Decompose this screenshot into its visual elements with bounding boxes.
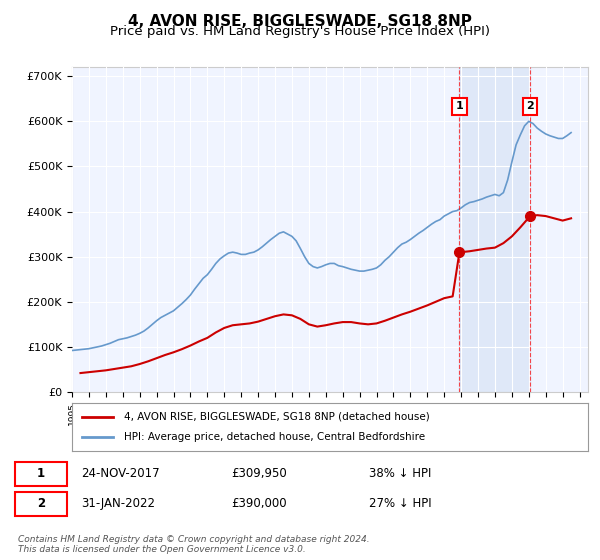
FancyBboxPatch shape bbox=[15, 462, 67, 486]
Text: 4, AVON RISE, BIGGLESWADE, SG18 8NP: 4, AVON RISE, BIGGLESWADE, SG18 8NP bbox=[128, 14, 472, 29]
Text: 2: 2 bbox=[526, 101, 534, 111]
Text: 4, AVON RISE, BIGGLESWADE, SG18 8NP (detached house): 4, AVON RISE, BIGGLESWADE, SG18 8NP (det… bbox=[124, 412, 430, 422]
Text: £390,000: £390,000 bbox=[231, 497, 287, 511]
Text: Price paid vs. HM Land Registry's House Price Index (HPI): Price paid vs. HM Land Registry's House … bbox=[110, 25, 490, 38]
Text: Contains HM Land Registry data © Crown copyright and database right 2024.
This d: Contains HM Land Registry data © Crown c… bbox=[18, 535, 370, 554]
Text: 27% ↓ HPI: 27% ↓ HPI bbox=[369, 497, 432, 511]
Text: 38% ↓ HPI: 38% ↓ HPI bbox=[369, 467, 431, 480]
Text: 1: 1 bbox=[37, 467, 45, 480]
Text: 1: 1 bbox=[455, 101, 463, 111]
Text: HPI: Average price, detached house, Central Bedfordshire: HPI: Average price, detached house, Cent… bbox=[124, 432, 425, 442]
FancyBboxPatch shape bbox=[15, 492, 67, 516]
Text: 31-JAN-2022: 31-JAN-2022 bbox=[81, 497, 155, 511]
Text: 2: 2 bbox=[37, 497, 45, 511]
Text: £309,950: £309,950 bbox=[231, 467, 287, 480]
Text: 24-NOV-2017: 24-NOV-2017 bbox=[81, 467, 160, 480]
Bar bbox=[460, 67, 530, 392]
